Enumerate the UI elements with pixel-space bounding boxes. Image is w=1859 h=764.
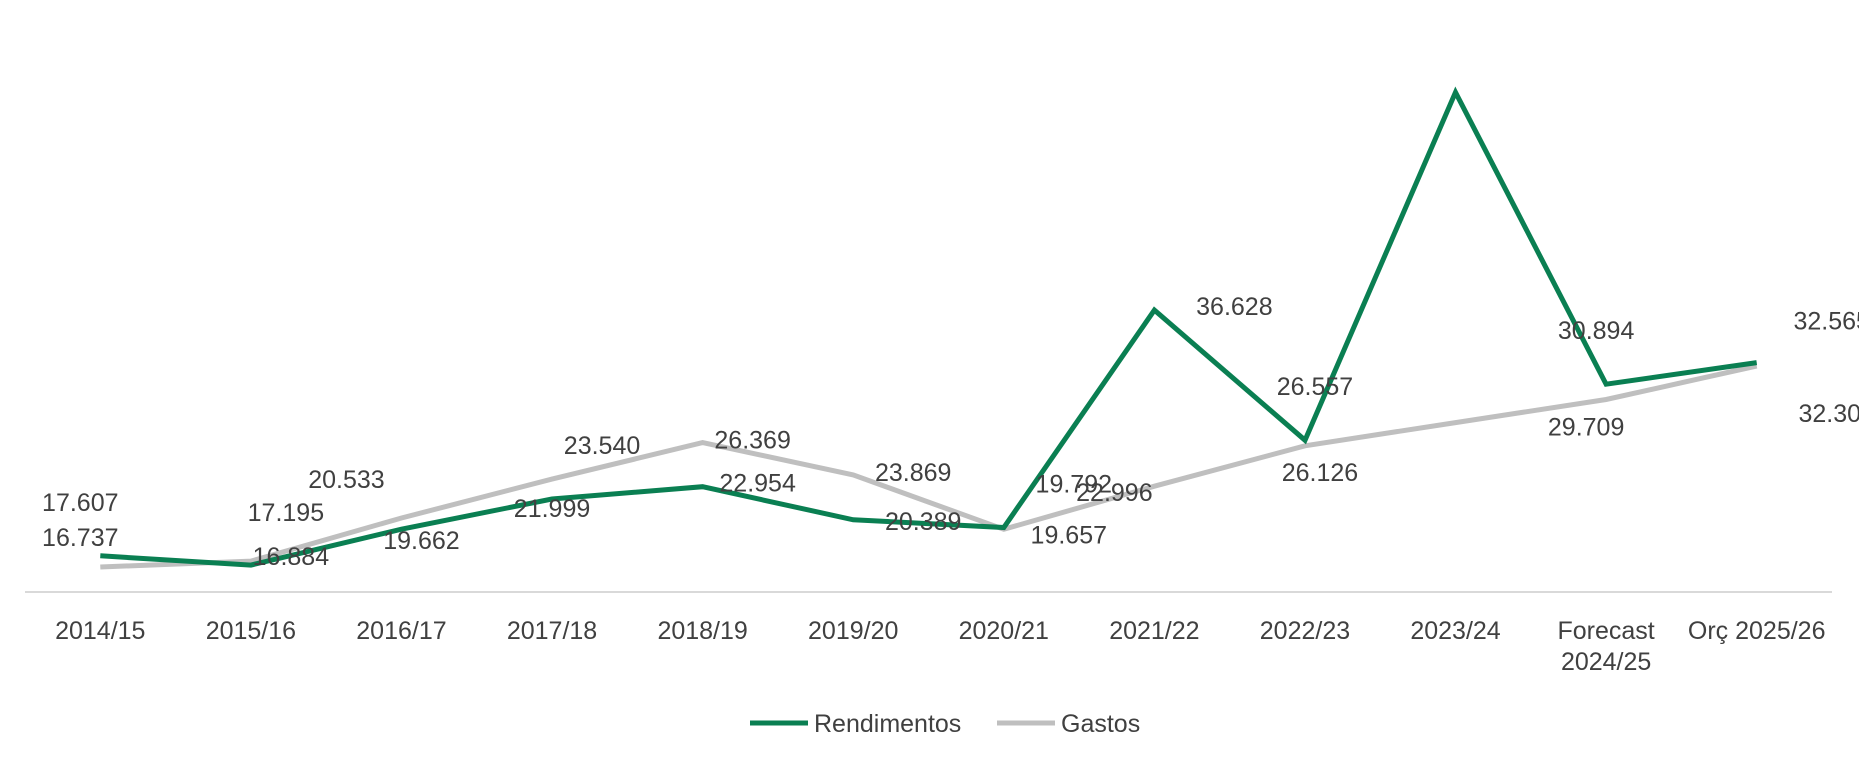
x-tick-label: 2014/15	[55, 617, 145, 645]
x-tick-label: Forecast 2024/25	[1557, 617, 1654, 676]
x-tick-label: 2018/19	[657, 617, 747, 645]
legend: Rendimentos Gastos	[750, 710, 1140, 738]
x-tick-label: 2021/22	[1109, 617, 1199, 645]
data-label-rendimentos: 26.557	[1277, 373, 1353, 401]
series-layer	[100, 86, 1758, 570]
data-label-gastos: 23.540	[564, 432, 640, 460]
x-axis: 2014/15 2015/16 2016/17 2017/18 2018/19 2019/…	[25, 591, 1832, 676]
data-label-gastos: 19.657	[1031, 521, 1107, 549]
data-label-gastos: 20.533	[308, 466, 384, 494]
data-label-rendimentos: 21.999	[514, 495, 590, 523]
data-label-gastos: 17.195	[248, 499, 324, 527]
x-tick-label: 2015/16	[206, 617, 296, 645]
x-tick-label: 2020/21	[959, 617, 1049, 645]
data-label-gastos: 22.996	[1076, 479, 1152, 507]
data-labels: 17.607 16.884 19.662 21.999 22.954 20.389 19.7…	[42, 293, 1859, 571]
x-tick-label: Orç 2025/26	[1688, 617, 1826, 645]
data-label-gastos: 26.126	[1282, 459, 1358, 487]
data-label-rendimentos: 16.884	[253, 543, 330, 571]
data-label-rendimentos: 36.628	[1196, 293, 1272, 321]
legend-label-gastos: Gastos	[1061, 710, 1140, 738]
data-label-rendimentos: 19.792	[1036, 471, 1112, 499]
data-label-gastos: 32.305	[1798, 400, 1859, 428]
x-tick-label: 2023/24	[1410, 617, 1500, 645]
data-label-rendimentos: 20.389	[885, 508, 961, 536]
legend-label-rendimentos: Rendimentos	[814, 710, 961, 738]
data-label-rendimentos: 32.565	[1793, 308, 1859, 336]
data-label-rendimentos: 19.662	[383, 527, 459, 555]
data-label-gastos: 29.709	[1548, 413, 1624, 441]
x-tick-label: 2016/17	[356, 617, 446, 645]
data-label-rendimentos: 17.607	[42, 489, 118, 517]
x-tick-label: 2017/18	[507, 617, 597, 645]
x-tick-label: 2019/20	[808, 617, 898, 645]
series-line-gastos	[100, 363, 1758, 570]
series-line-rendimentos	[100, 86, 1758, 568]
data-label-gastos: 16.737	[42, 524, 118, 552]
data-label-rendimentos: 30.894	[1558, 317, 1635, 345]
data-label-rendimentos: 22.954	[719, 470, 796, 498]
data-label-gastos: 26.369	[714, 427, 790, 455]
data-label-gastos: 23.869	[875, 459, 951, 487]
x-tick-label: 2022/23	[1260, 617, 1350, 645]
